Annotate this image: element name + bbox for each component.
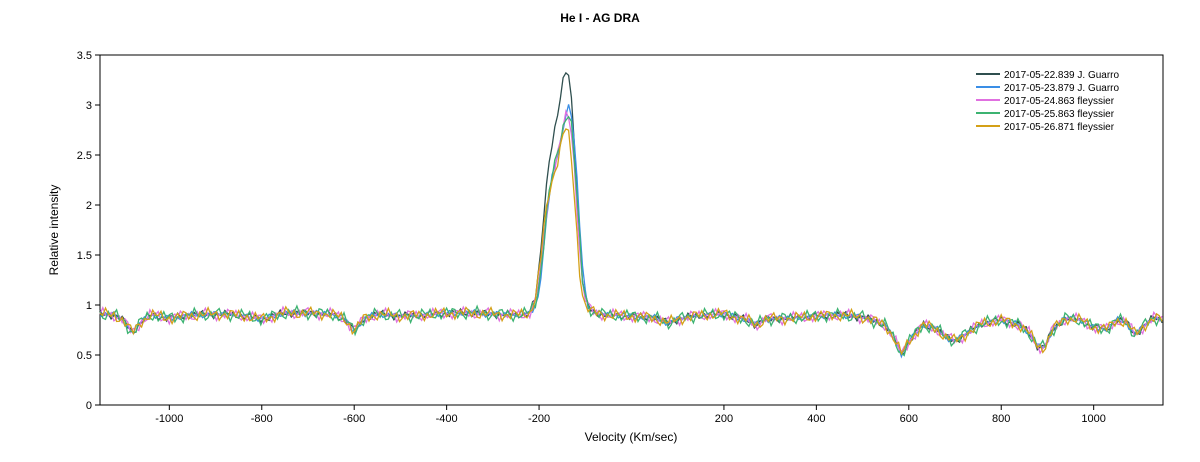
- x-axis: -1000 -800 -600 -400 -200 200 400 600 800 1000: [155, 405, 1106, 425]
- series-line: [99, 115, 1163, 357]
- y-tick-label: 3: [86, 100, 92, 112]
- x-tick-label: 600: [900, 413, 918, 425]
- legend-entry: 2017-05-24.863 fleyssier: [1004, 96, 1115, 107]
- plot-area: [99, 54, 1164, 406]
- legend-entry: 2017-05-25.863 fleyssier: [1004, 109, 1115, 120]
- x-tick-label: -1000: [155, 413, 183, 425]
- legend-entry: 2017-05-22.839 J. Guarro: [1004, 70, 1120, 81]
- y-tick-label: 1: [86, 300, 92, 312]
- series-line: [99, 128, 1163, 356]
- y-tick-label: 2.5: [77, 150, 92, 162]
- x-tick-label: -200: [528, 413, 550, 425]
- x-tick-label: -600: [343, 413, 365, 425]
- y-tick-label: 0: [86, 400, 92, 412]
- x-tick-label: -400: [436, 413, 458, 425]
- y-tick-label: 1.5: [77, 250, 92, 262]
- y-tick-label: 0.5: [77, 350, 92, 362]
- legend: 2017-05-22.839 J. Guarro 2017-05-23.879 J…: [976, 70, 1120, 133]
- legend-entry: 2017-05-23.879 J. Guarro: [1004, 83, 1120, 94]
- x-tick-label: 1000: [1081, 413, 1105, 425]
- x-tick-label: 800: [992, 413, 1010, 425]
- x-tick-label: 200: [715, 413, 733, 425]
- y-tick-label: 3.5: [77, 50, 92, 62]
- series-lines: [99, 71, 1163, 359]
- x-tick-label: 400: [807, 413, 825, 425]
- y-axis: 0 0.5 1 1.5 2 2.5 3 3.5: [77, 50, 100, 412]
- x-axis-label: Velocity (Km/sec): [585, 430, 678, 444]
- legend-entry: 2017-05-26.871 fleyssier: [1004, 122, 1115, 133]
- y-axis-label: Relative intensity: [47, 185, 61, 276]
- x-tick-label: -800: [251, 413, 273, 425]
- chart-title: He I - AG DRA: [560, 11, 640, 25]
- y-tick-label: 2: [86, 200, 92, 212]
